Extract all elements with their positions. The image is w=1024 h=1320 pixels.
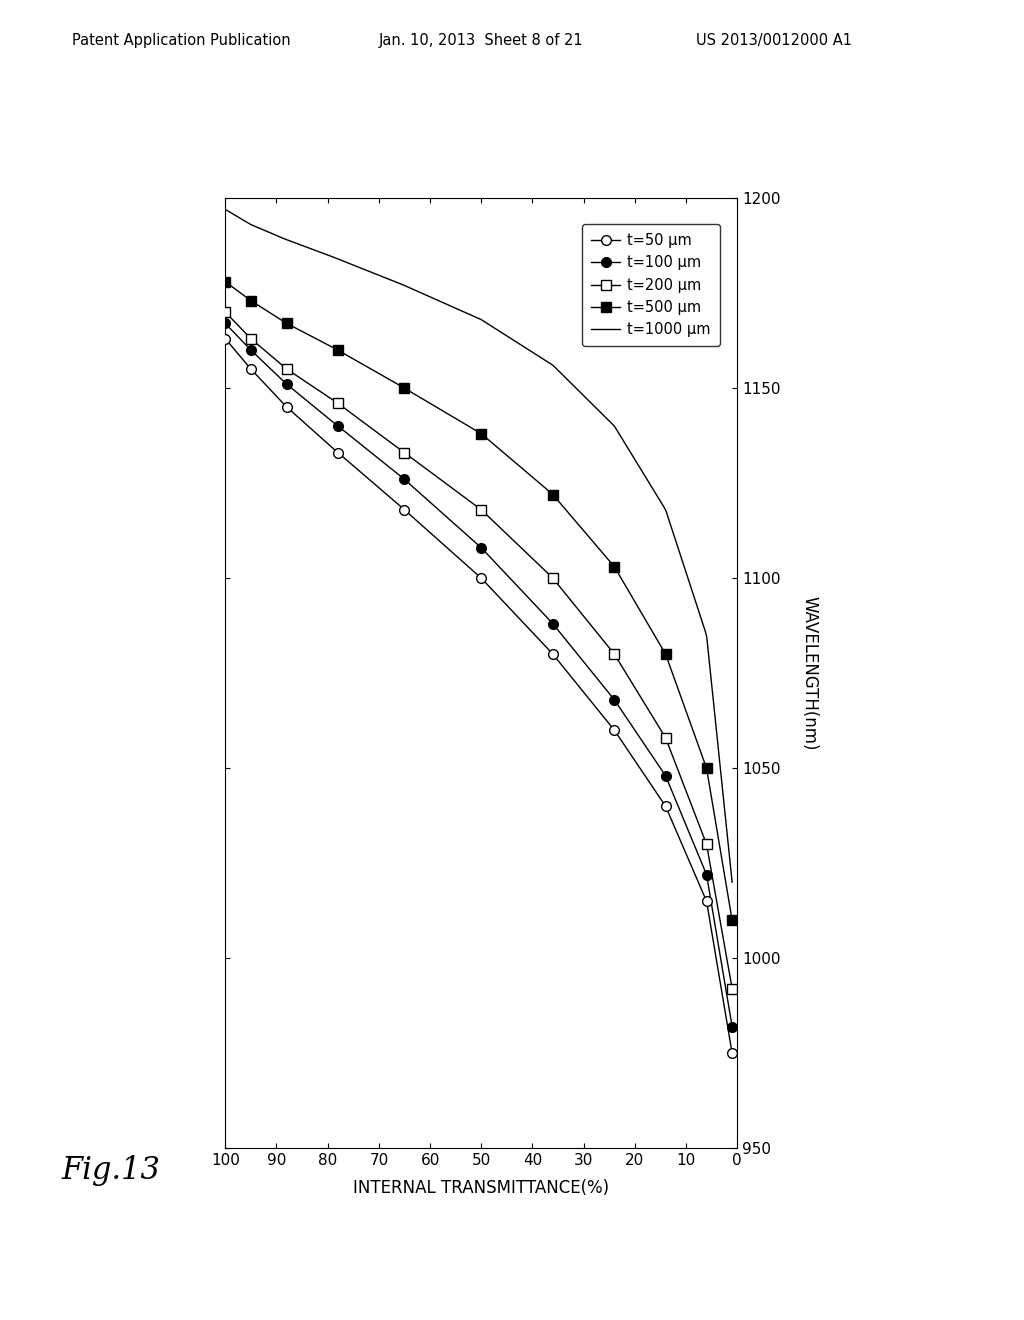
X-axis label: INTERNAL TRANSMITTANCE(%): INTERNAL TRANSMITTANCE(%) [353, 1179, 609, 1197]
Text: US 2013/0012000 A1: US 2013/0012000 A1 [696, 33, 852, 48]
Text: Fig.13: Fig.13 [61, 1155, 161, 1185]
Text: Patent Application Publication: Patent Application Publication [72, 33, 291, 48]
Text: Jan. 10, 2013  Sheet 8 of 21: Jan. 10, 2013 Sheet 8 of 21 [379, 33, 584, 48]
Y-axis label: WAVELENGTH(nm): WAVELENGTH(nm) [800, 595, 818, 751]
Legend: t=50 μm, t=100 μm, t=200 μm, t=500 μm, t=1000 μm: t=50 μm, t=100 μm, t=200 μm, t=500 μm, t… [583, 224, 720, 346]
